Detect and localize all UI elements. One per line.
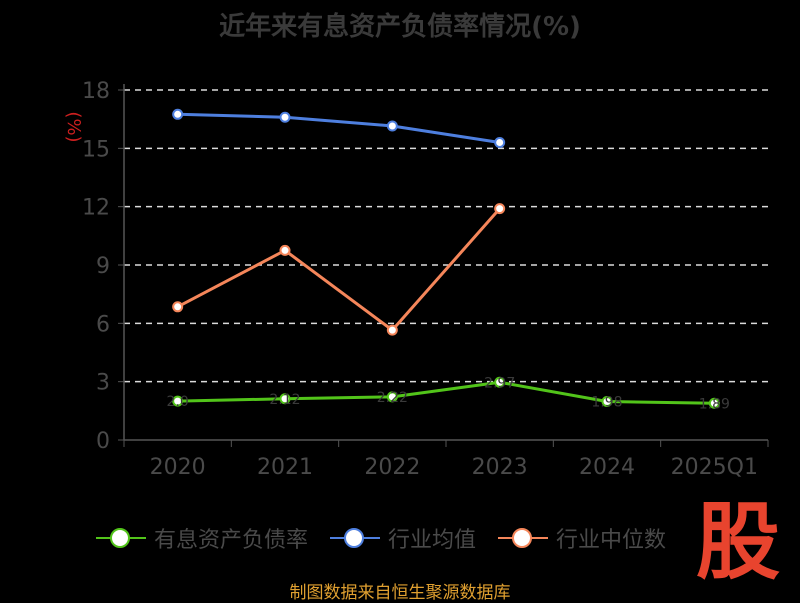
- data-point: [279, 244, 291, 256]
- logo-watermark: 股: [695, 493, 780, 591]
- x-tick-label: 2024: [579, 455, 635, 480]
- axis-layer: 0 3 6 9 12 15 18 2020 2021 2022 2023 2024 2025Q1: [82, 79, 769, 480]
- data-label: 1.98: [591, 395, 622, 411]
- legend-label: 行业均值: [388, 528, 477, 553]
- legend-label: 有息资产负债率: [154, 528, 309, 553]
- data-point: [279, 111, 291, 123]
- x-tick-label: 2020: [150, 455, 206, 480]
- y-tick-label: 12: [82, 196, 110, 221]
- data-point: [494, 137, 506, 148]
- data-point: [494, 376, 506, 388]
- legend: 有息资产负债率 行业均值 行业中位数: [96, 520, 688, 556]
- data-point: [494, 203, 506, 215]
- data-point: [601, 396, 613, 407]
- legend-swatch: [96, 528, 146, 548]
- y-axis-label: (%): [63, 111, 84, 142]
- y-tick-label: 0: [96, 429, 110, 454]
- series-layer: 2.0 2.12 2.22 2.97 1.98 1.89: [167, 108, 730, 412]
- chart-title: 近年来有息资产负债率情况(%): [219, 12, 581, 42]
- data-point: [279, 393, 291, 405]
- legend-label: 行业中位数: [556, 528, 667, 553]
- y-tick-label: 3: [96, 371, 110, 396]
- legend-swatch: [498, 528, 549, 548]
- data-source-note: 制图数据来自恒生聚源数据库: [289, 583, 511, 603]
- series-2: [172, 203, 506, 336]
- x-tick-label: 2021: [257, 455, 313, 480]
- series-line: [176, 207, 501, 332]
- y-tick-label: 15: [82, 137, 110, 162]
- legend-swatch: [330, 528, 381, 548]
- x-tick-label: 2023: [472, 455, 528, 480]
- data-point: [386, 391, 398, 403]
- data-point: [708, 397, 720, 409]
- series-line: [177, 380, 715, 405]
- grid-layer: [124, 89, 768, 383]
- data-label: 2.12: [269, 392, 300, 408]
- data-point: [172, 395, 184, 407]
- y-tick-label: 18: [82, 79, 110, 104]
- legend-item-debt-ratio[interactable]: 有息资产负债率: [96, 522, 308, 554]
- series-line: [177, 112, 500, 144]
- x-tick-label: 2025Q1: [671, 455, 758, 480]
- data-label: 2.0: [167, 394, 189, 410]
- legend-item-industry-median[interactable]: 行业中位数: [498, 522, 666, 554]
- data-label: 2.97: [484, 375, 515, 391]
- x-tick-label: 2022: [364, 455, 420, 480]
- data-point: [386, 324, 398, 336]
- legend-item-industry-mean[interactable]: 行业均值: [330, 522, 476, 554]
- data-point: [386, 120, 398, 132]
- data-label: 2.22: [377, 390, 408, 406]
- y-tick-label: 9: [96, 254, 110, 279]
- data-label: 1.89: [699, 396, 730, 412]
- y-tick-label: 6: [96, 312, 110, 337]
- data-point: [172, 301, 184, 313]
- series-0: 2.0 2.12 2.22 2.97 1.98 1.89: [167, 375, 730, 412]
- data-point: [172, 108, 184, 120]
- series-1: [172, 108, 506, 148]
